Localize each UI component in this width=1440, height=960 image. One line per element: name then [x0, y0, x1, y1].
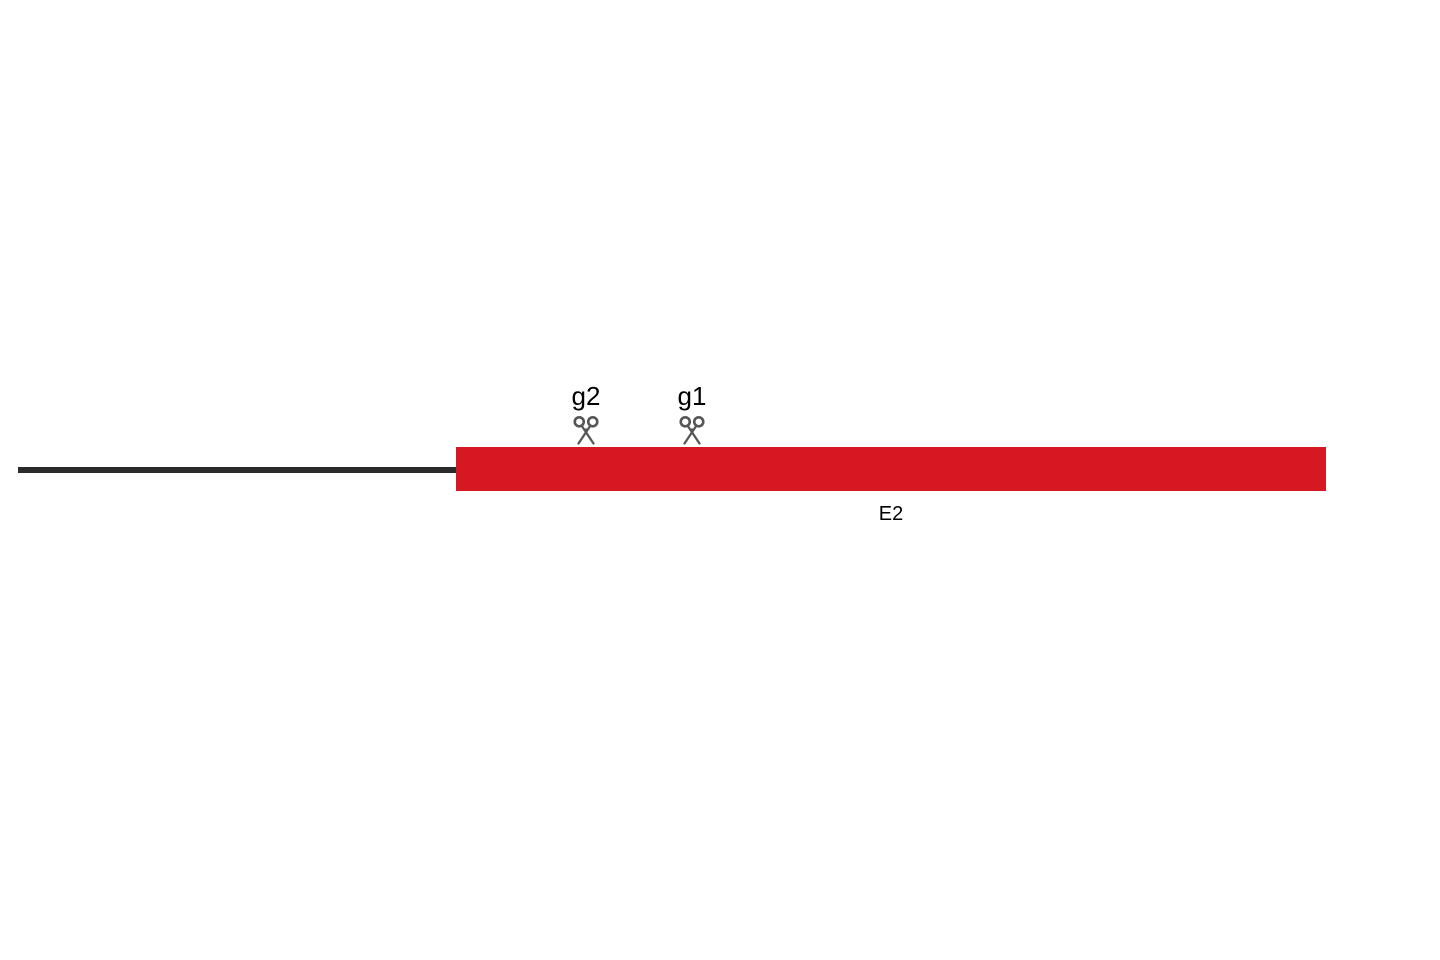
scissors-icon — [571, 415, 601, 445]
cut-site-g2: g2 — [566, 383, 606, 445]
intron-line — [18, 467, 456, 473]
cut-site-label: g1 — [672, 383, 712, 409]
exon-box — [456, 447, 1326, 491]
exon-label: E2 — [871, 503, 911, 526]
gene-diagram: E2 g2 g1 — [0, 0, 1440, 960]
scissors-icon — [677, 415, 707, 445]
cut-site-label: g2 — [566, 383, 606, 409]
cut-site-g1: g1 — [672, 383, 712, 445]
